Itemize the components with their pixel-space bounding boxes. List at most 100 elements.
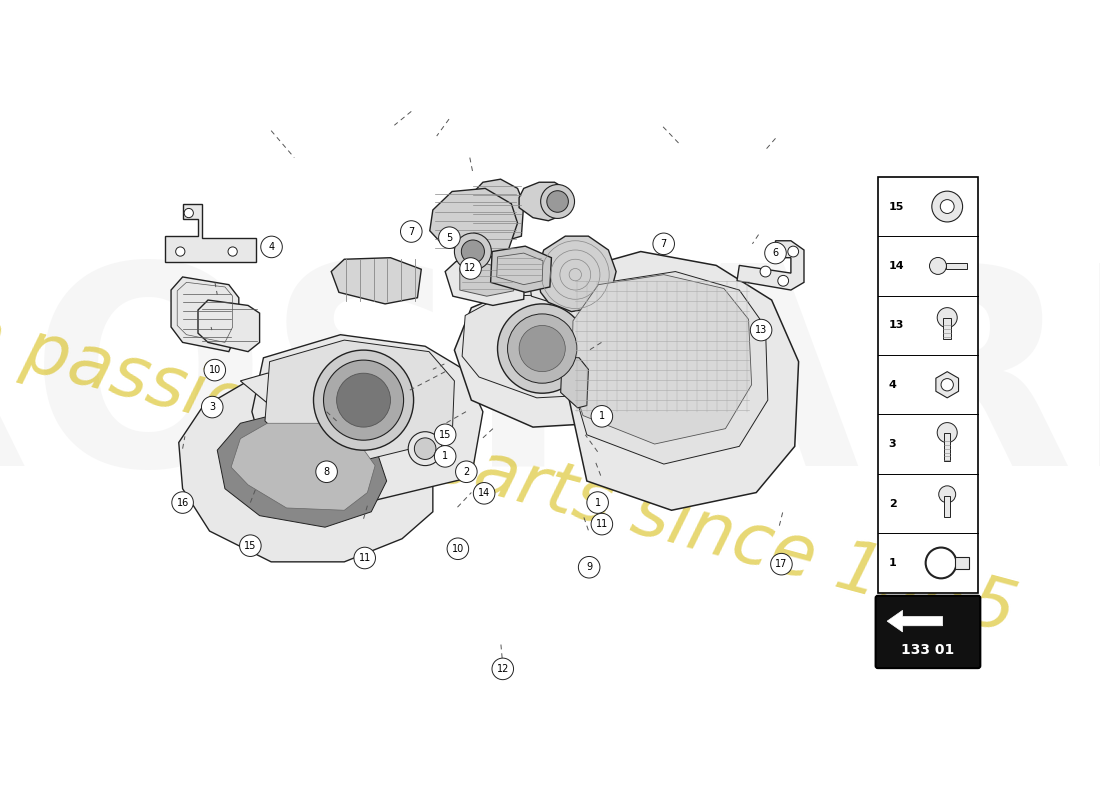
Text: 1: 1: [598, 411, 605, 422]
Text: 14: 14: [478, 488, 491, 498]
Text: 133 01: 133 01: [901, 643, 955, 658]
Text: 14: 14: [889, 261, 904, 271]
Circle shape: [750, 319, 772, 341]
Circle shape: [591, 514, 613, 535]
Text: 7: 7: [408, 226, 415, 237]
Polygon shape: [446, 256, 526, 306]
Text: EUROSPARES: EUROSPARES: [0, 254, 1100, 523]
Circle shape: [579, 557, 600, 578]
Text: 12: 12: [464, 263, 476, 274]
Polygon shape: [529, 271, 581, 304]
Polygon shape: [561, 356, 588, 408]
Circle shape: [591, 406, 613, 427]
Text: 13: 13: [755, 325, 767, 335]
Circle shape: [172, 492, 194, 514]
Text: 4: 4: [889, 380, 896, 390]
Polygon shape: [231, 423, 375, 510]
Circle shape: [547, 190, 569, 212]
Polygon shape: [519, 182, 570, 221]
Circle shape: [942, 378, 954, 391]
Circle shape: [400, 221, 422, 242]
Polygon shape: [537, 236, 616, 311]
Circle shape: [228, 247, 238, 256]
Bar: [946, 263, 967, 269]
Text: 12: 12: [496, 664, 509, 674]
Circle shape: [323, 360, 404, 440]
Circle shape: [937, 422, 957, 442]
Text: 7: 7: [661, 239, 667, 249]
Polygon shape: [497, 253, 543, 285]
Circle shape: [760, 266, 771, 277]
Polygon shape: [252, 334, 483, 500]
Text: a passion for parts since 1985: a passion for parts since 1985: [0, 298, 1023, 648]
Text: 11: 11: [359, 553, 371, 563]
Circle shape: [337, 373, 390, 427]
Polygon shape: [218, 412, 387, 527]
Text: 3: 3: [889, 439, 896, 449]
Text: 5: 5: [447, 233, 452, 242]
Bar: [878, 177, 978, 593]
Circle shape: [447, 538, 469, 559]
Text: 17: 17: [776, 559, 788, 569]
Polygon shape: [172, 277, 239, 352]
Bar: [944, 434, 950, 461]
Circle shape: [507, 314, 576, 383]
Text: 15: 15: [244, 541, 256, 550]
Text: 11: 11: [596, 519, 608, 529]
Polygon shape: [454, 289, 640, 427]
Polygon shape: [460, 264, 515, 296]
Polygon shape: [265, 340, 454, 459]
Circle shape: [201, 396, 223, 418]
Polygon shape: [198, 300, 260, 352]
Circle shape: [653, 233, 674, 254]
Circle shape: [932, 191, 962, 222]
Bar: [955, 557, 969, 569]
Bar: [944, 318, 952, 339]
Text: 1: 1: [595, 498, 601, 507]
Polygon shape: [887, 610, 943, 632]
Circle shape: [434, 424, 456, 446]
Circle shape: [519, 326, 565, 372]
Polygon shape: [178, 377, 433, 562]
Circle shape: [461, 240, 484, 263]
Text: 9: 9: [586, 562, 592, 572]
Circle shape: [261, 236, 283, 258]
Text: 15: 15: [439, 430, 451, 440]
Circle shape: [454, 233, 492, 270]
Circle shape: [184, 209, 194, 218]
Polygon shape: [936, 372, 958, 398]
Polygon shape: [573, 271, 768, 464]
Text: 1: 1: [442, 451, 448, 462]
Text: 4: 4: [268, 242, 275, 252]
Circle shape: [940, 200, 954, 214]
Circle shape: [439, 227, 460, 249]
Polygon shape: [491, 246, 551, 292]
Circle shape: [176, 247, 185, 256]
Circle shape: [415, 438, 436, 459]
Circle shape: [408, 432, 442, 466]
Circle shape: [204, 359, 226, 381]
Polygon shape: [560, 251, 799, 510]
Circle shape: [587, 492, 608, 514]
Text: 6: 6: [772, 248, 779, 258]
Circle shape: [930, 258, 946, 274]
Circle shape: [788, 246, 799, 257]
Text: 13: 13: [889, 320, 904, 330]
Circle shape: [316, 461, 338, 482]
Circle shape: [314, 350, 414, 450]
Text: 1: 1: [889, 558, 896, 568]
Circle shape: [497, 304, 587, 394]
Circle shape: [473, 482, 495, 504]
Polygon shape: [241, 373, 437, 450]
Polygon shape: [165, 204, 255, 262]
Text: 3: 3: [209, 402, 216, 412]
Circle shape: [541, 185, 574, 218]
Bar: [944, 496, 950, 518]
Circle shape: [938, 486, 956, 502]
FancyBboxPatch shape: [876, 596, 980, 668]
Circle shape: [778, 275, 789, 286]
Circle shape: [492, 658, 514, 680]
Circle shape: [764, 242, 786, 264]
Text: 16: 16: [176, 498, 189, 507]
Text: 10: 10: [452, 544, 464, 554]
